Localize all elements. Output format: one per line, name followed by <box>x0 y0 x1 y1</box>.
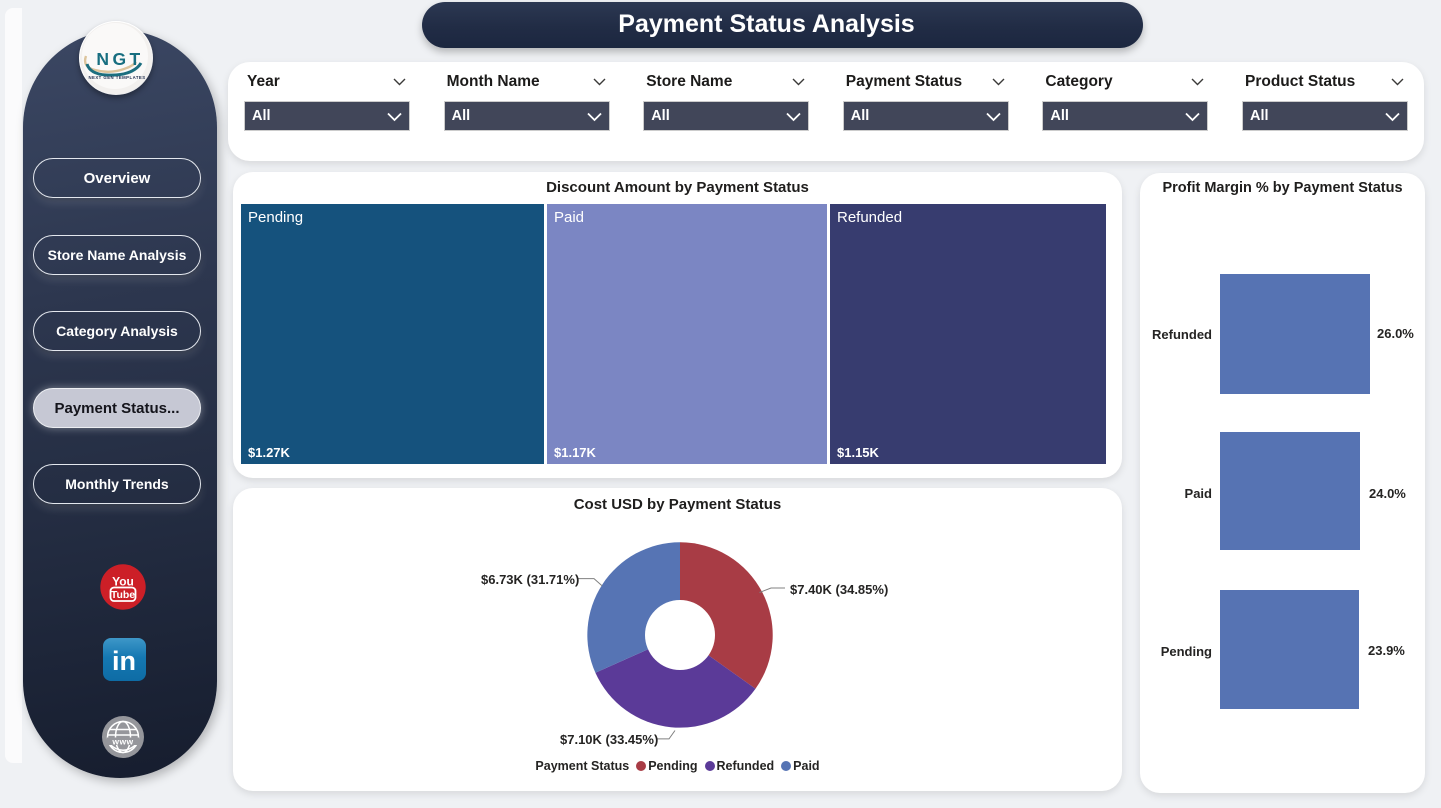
svg-text:NGT: NGT <box>96 49 143 69</box>
svg-text:Tube: Tube <box>111 589 135 601</box>
svg-text:www: www <box>111 737 133 747</box>
svg-text:in: in <box>112 646 136 676</box>
svg-text:NEXT GEN TEMPLATES: NEXT GEN TEMPLATES <box>88 75 145 80</box>
svg-text:You: You <box>112 575 134 589</box>
